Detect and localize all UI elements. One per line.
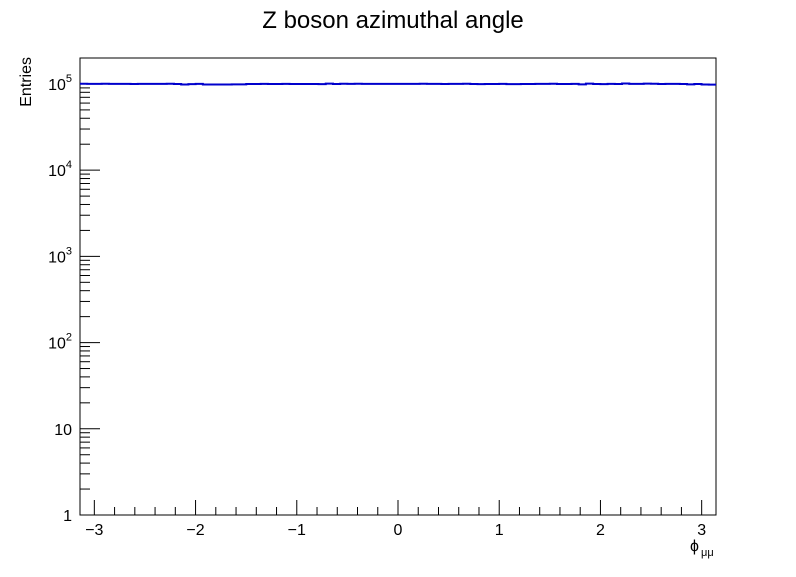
- y-tick-label-base: 10: [54, 422, 72, 439]
- y-tick-label: 102: [48, 332, 72, 353]
- y-tick-label-base: 10: [48, 336, 66, 353]
- x-minor-ticks: [114, 507, 682, 515]
- x-tick-label: 3: [697, 522, 706, 539]
- y-tick-label-exponent: 5: [66, 73, 72, 85]
- y-tick-label: 104: [48, 159, 72, 180]
- x-axis-title-subscript: μμ: [701, 547, 714, 559]
- x-tick-label: −1: [288, 522, 306, 539]
- y-tick-label: 1: [63, 508, 72, 525]
- chart-title: Z boson azimuthal angle: [262, 7, 524, 34]
- y-tick-label-base: 1: [63, 508, 72, 525]
- y-tick-label-base: 10: [48, 249, 66, 266]
- y-tick-label-exponent: 4: [66, 159, 72, 171]
- y-minor-ticks: [80, 57, 90, 490]
- x-tick-label: 0: [394, 522, 403, 539]
- y-tick-label: 10: [54, 422, 72, 439]
- x-tick-label: −2: [186, 522, 204, 539]
- x-tick-label: 1: [495, 522, 504, 539]
- y-tick-label-exponent: 2: [66, 332, 72, 344]
- x-ticks: −3 −2 −1 0 1 2 3: [85, 500, 706, 539]
- x-tick-label: 2: [596, 522, 605, 539]
- y-tick-label-base: 10: [48, 77, 66, 94]
- x-axis-title-symbol: ϕ: [690, 538, 699, 555]
- y-tick-label-base: 10: [48, 163, 66, 180]
- y-tick-label: 105: [48, 73, 72, 94]
- y-tick-label: 103: [48, 245, 72, 266]
- x-axis-title: ϕ μμ: [690, 538, 714, 559]
- y-axis-title: Entries: [18, 57, 35, 107]
- x-tick-label: −3: [85, 522, 103, 539]
- y-tick-label-exponent: 3: [66, 245, 72, 257]
- series-line: [80, 82, 716, 86]
